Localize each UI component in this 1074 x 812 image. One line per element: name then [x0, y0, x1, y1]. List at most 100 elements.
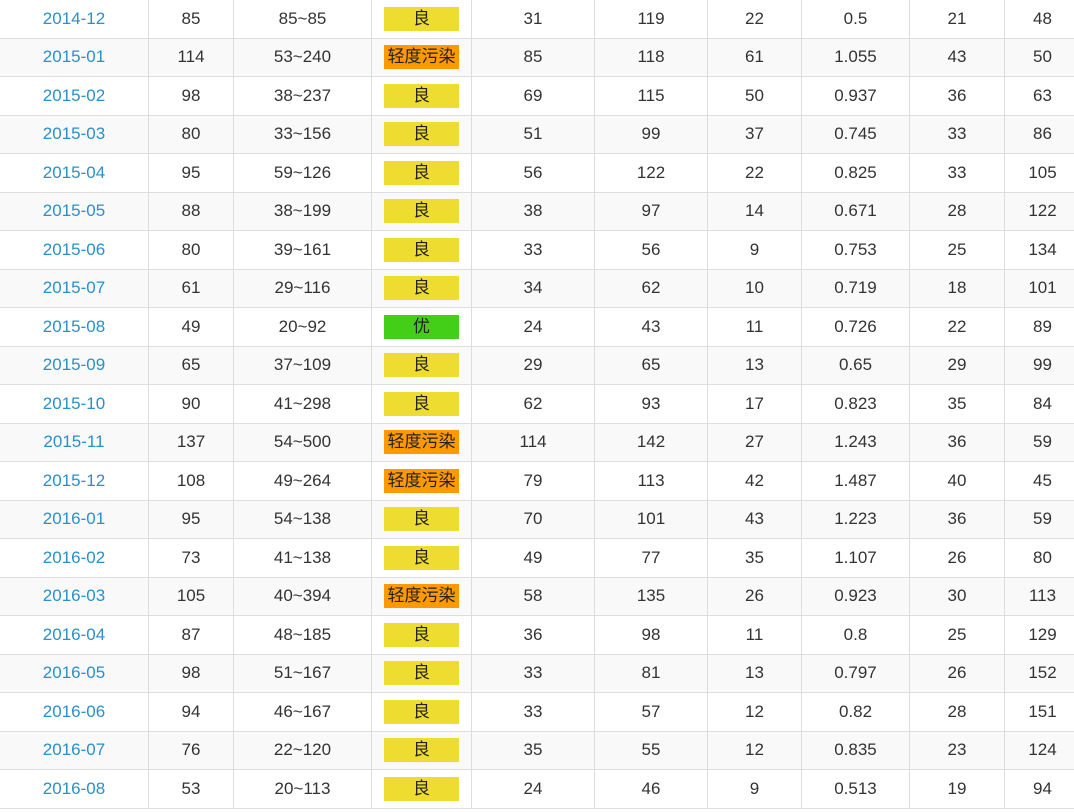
- month-link[interactable]: 2016-07: [42, 740, 106, 760]
- quality-level-badge: 优: [384, 314, 459, 339]
- o3-cell: 48: [1004, 0, 1074, 39]
- aqi-range-cell: 22~120: [233, 730, 372, 770]
- o3-cell: 101: [1004, 268, 1074, 308]
- o3-cell: 59: [1004, 422, 1074, 462]
- quality-level-cell: 良: [371, 499, 472, 539]
- quality-level-badge: 良: [384, 545, 459, 570]
- month-cell: 2016-07: [0, 730, 149, 770]
- quality-level-badge: 轻度污染: [384, 45, 459, 70]
- co-cell: 1.243: [801, 422, 910, 462]
- month-link[interactable]: 2016-02: [42, 547, 106, 567]
- month-link[interactable]: 2016-04: [42, 624, 106, 644]
- co-cell: 1.107: [801, 538, 910, 578]
- aqi-cell: 95: [148, 153, 234, 193]
- co-cell: 0.753: [801, 230, 910, 270]
- co-cell: 0.8: [801, 615, 910, 655]
- month-link[interactable]: 2016-06: [42, 701, 106, 721]
- o3-cell: 134: [1004, 230, 1074, 270]
- pm10-cell: 119: [594, 0, 708, 39]
- pm25-cell: 24: [471, 769, 595, 809]
- pm25-cell: 49: [471, 538, 595, 578]
- aqi-range-cell: 41~138: [233, 538, 372, 578]
- o3-cell: 105: [1004, 153, 1074, 193]
- pm10-cell: 122: [594, 153, 708, 193]
- month-link[interactable]: 2014-12: [42, 8, 106, 28]
- so2-cell: 9: [707, 230, 802, 270]
- no2-cell: 21: [909, 0, 1005, 39]
- aqi-range-cell: 33~156: [233, 114, 372, 154]
- aqi-range-cell: 20~92: [233, 307, 372, 347]
- table-row: 2015-09 65 37~109 良 29 65 13 0.65 29 99: [0, 345, 1074, 385]
- pm25-cell: 38: [471, 191, 595, 231]
- no2-cell: 36: [909, 499, 1005, 539]
- month-link[interactable]: 2016-08: [42, 778, 106, 798]
- month-link[interactable]: 2015-01: [42, 47, 106, 67]
- quality-level-cell: 轻度污染: [371, 37, 472, 77]
- o3-cell: 63: [1004, 76, 1074, 116]
- month-link[interactable]: 2016-01: [42, 509, 106, 529]
- no2-cell: 28: [909, 692, 1005, 732]
- pm25-cell: 36: [471, 615, 595, 655]
- aqi-range-cell: 29~116: [233, 268, 372, 308]
- quality-level-cell: 良: [371, 76, 472, 116]
- quality-level-cell: 良: [371, 191, 472, 231]
- aqi-range-cell: 46~167: [233, 692, 372, 732]
- o3-cell: 129: [1004, 615, 1074, 655]
- month-link[interactable]: 2015-02: [42, 85, 106, 105]
- so2-cell: 11: [707, 307, 802, 347]
- co-cell: 0.719: [801, 268, 910, 308]
- co-cell: 0.797: [801, 653, 910, 693]
- quality-level-badge: 良: [384, 199, 459, 224]
- pm25-cell: 35: [471, 730, 595, 770]
- aqi-range-cell: 54~138: [233, 499, 372, 539]
- co-cell: 0.923: [801, 576, 910, 616]
- month-link[interactable]: 2016-05: [42, 663, 106, 683]
- month-cell: 2016-01: [0, 499, 149, 539]
- month-link[interactable]: 2015-09: [42, 355, 106, 375]
- no2-cell: 36: [909, 422, 1005, 462]
- month-link[interactable]: 2015-06: [42, 239, 106, 259]
- aqi-range-cell: 39~161: [233, 230, 372, 270]
- month-cell: 2015-01: [0, 37, 149, 77]
- so2-cell: 35: [707, 538, 802, 578]
- no2-cell: 35: [909, 384, 1005, 424]
- co-cell: 0.823: [801, 384, 910, 424]
- aqi-cell: 65: [148, 345, 234, 385]
- table-row: 2016-02 73 41~138 良 49 77 35 1.107 26 80: [0, 538, 1074, 578]
- quality-level-cell: 良: [371, 0, 472, 39]
- no2-cell: 30: [909, 576, 1005, 616]
- quality-level-cell: 轻度污染: [371, 422, 472, 462]
- month-link[interactable]: 2015-04: [42, 162, 106, 182]
- o3-cell: 152: [1004, 653, 1074, 693]
- aqi-range-cell: 40~394: [233, 576, 372, 616]
- table-row: 2015-02 98 38~237 良 69 115 50 0.937 36 6…: [0, 76, 1074, 116]
- month-link[interactable]: 2015-03: [42, 124, 106, 144]
- month-cell: 2016-03: [0, 576, 149, 616]
- month-link[interactable]: 2015-05: [42, 201, 106, 221]
- aqi-cell: 73: [148, 538, 234, 578]
- pm25-cell: 70: [471, 499, 595, 539]
- month-link[interactable]: 2015-08: [42, 316, 106, 336]
- no2-cell: 22: [909, 307, 1005, 347]
- so2-cell: 10: [707, 268, 802, 308]
- month-cell: 2014-12: [0, 0, 149, 39]
- pm25-cell: 33: [471, 692, 595, 732]
- o3-cell: 124: [1004, 730, 1074, 770]
- so2-cell: 22: [707, 153, 802, 193]
- pm10-cell: 97: [594, 191, 708, 231]
- month-link[interactable]: 2015-11: [43, 432, 105, 452]
- month-link[interactable]: 2015-10: [42, 393, 106, 413]
- pm25-cell: 33: [471, 653, 595, 693]
- quality-level-badge: 良: [384, 738, 459, 763]
- o3-cell: 45: [1004, 461, 1074, 501]
- so2-cell: 12: [707, 692, 802, 732]
- month-cell: 2015-09: [0, 345, 149, 385]
- month-link[interactable]: 2016-03: [42, 586, 106, 606]
- month-link[interactable]: 2015-07: [42, 278, 106, 298]
- table-row: 2015-01 114 53~240 轻度污染 85 118 61 1.055 …: [0, 37, 1074, 77]
- month-cell: 2015-03: [0, 114, 149, 154]
- quality-level-badge: 良: [384, 507, 459, 532]
- month-link[interactable]: 2015-12: [42, 470, 106, 490]
- pm10-cell: 101: [594, 499, 708, 539]
- no2-cell: 33: [909, 153, 1005, 193]
